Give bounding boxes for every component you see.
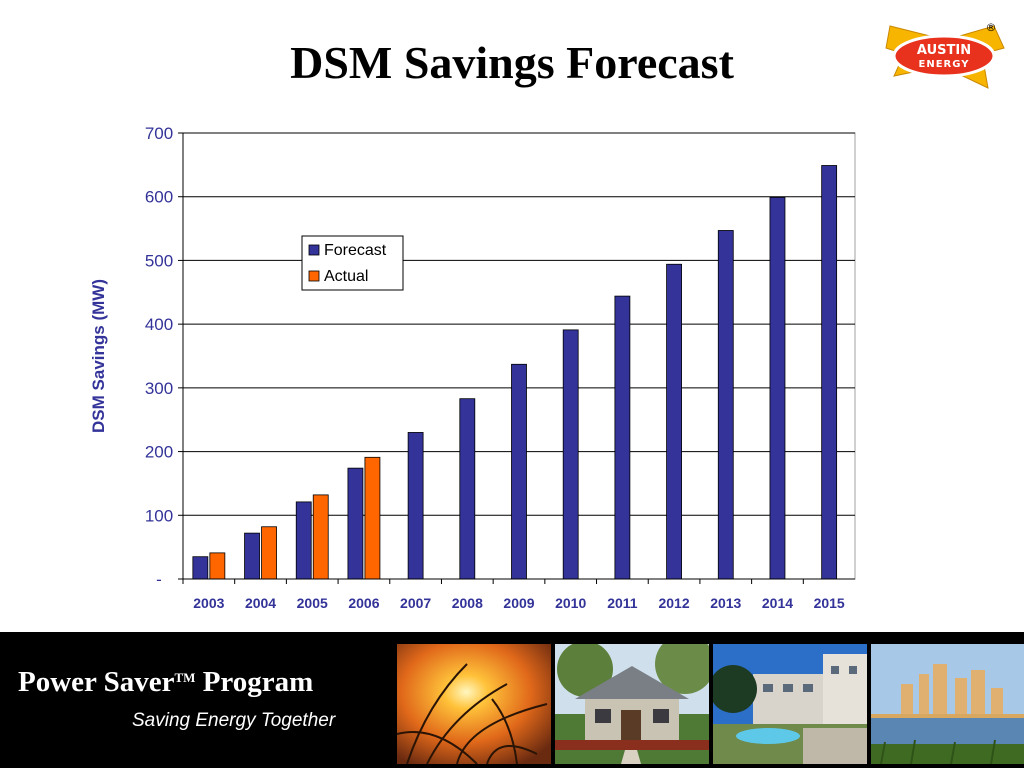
- legend-swatch-forecast: [308, 244, 320, 256]
- bar-forecast-2011: [614, 295, 631, 580]
- x-tick-label: 2006: [348, 595, 379, 611]
- bar-forecast-2003: [192, 556, 209, 580]
- program-tagline: Saving Energy Together: [132, 710, 336, 731]
- logo-line2: ENERGY: [919, 59, 970, 70]
- x-tick-label: 2011: [607, 595, 638, 611]
- x-tick-label: 2012: [658, 595, 689, 611]
- x-tick-label: 2009: [503, 595, 534, 611]
- x-tick-label: 2010: [555, 595, 586, 611]
- legend-label-forecast: Forecast: [324, 242, 387, 259]
- y-tick-label: 400: [145, 315, 173, 334]
- dsm-savings-chart: - 100 200 300 400 500 600 700 2003 2004 2005 2006 20…: [89, 124, 856, 611]
- bar-forecast-2015: [821, 165, 838, 580]
- y-tick-label: 700: [145, 124, 173, 143]
- y-axis-title: DSM Savings (MW): [89, 279, 108, 433]
- austin-energy-logo: AUSTIN ENERGY ®: [884, 18, 1006, 92]
- bar-forecast-2010: [562, 329, 579, 580]
- legend-swatch-actual: [308, 270, 320, 282]
- x-tick-label: 2013: [710, 595, 741, 611]
- x-tick-label: 2014: [762, 595, 793, 611]
- bar-forecast-2005: [295, 501, 312, 580]
- y-tick-label: 100: [145, 506, 173, 525]
- program-name: Power Saver: [18, 666, 175, 698]
- footer-band: Power SaverTM Program Saving Energy Toge…: [0, 632, 1024, 768]
- trademark-mark: TM: [174, 670, 196, 685]
- logo-line1: AUSTIN: [917, 43, 971, 58]
- registered-mark: ®: [986, 21, 997, 34]
- bar-actual-2004: [261, 526, 277, 580]
- x-tick-label: 2007: [400, 595, 431, 611]
- bar-actual-2005: [312, 494, 329, 580]
- logo-badge: [892, 34, 996, 78]
- x-tick-label: 2004: [245, 595, 276, 611]
- y-tick-label: 500: [145, 251, 173, 270]
- city-skyline-photo: [871, 644, 1024, 764]
- program-word: Program: [202, 666, 314, 698]
- bar-forecast-2008: [459, 398, 476, 580]
- condo-pool-photo: [713, 644, 867, 764]
- house-photo: [555, 644, 709, 764]
- bar-forecast-2014: [769, 196, 786, 580]
- bar-actual-2006: [364, 456, 381, 580]
- bar-actual-2003: [209, 552, 226, 580]
- x-tick-label: 2008: [452, 595, 483, 611]
- bar-forecast-2012: [666, 263, 682, 580]
- x-tick-label: 2005: [297, 595, 328, 611]
- y-tick-label: 600: [145, 188, 173, 207]
- legend-label-actual: Actual: [324, 268, 368, 285]
- x-tick-label: 2003: [193, 595, 224, 611]
- bar-forecast-2007: [407, 432, 424, 580]
- x-tick-label: 2015: [814, 595, 845, 611]
- y-tick-label: 200: [145, 443, 173, 462]
- slide-title: DSM Savings Forecast: [290, 37, 734, 88]
- bar-forecast-2006: [347, 467, 364, 580]
- bar-forecast-2009: [511, 363, 527, 580]
- program-title: Power SaverTM Program: [18, 666, 313, 699]
- bar-forecast-2013: [717, 230, 734, 580]
- bar-forecast-2004: [244, 532, 260, 580]
- sunset-photo: [397, 644, 551, 764]
- y-tick-label: 300: [145, 379, 173, 398]
- y-tick-label: -: [156, 570, 162, 589]
